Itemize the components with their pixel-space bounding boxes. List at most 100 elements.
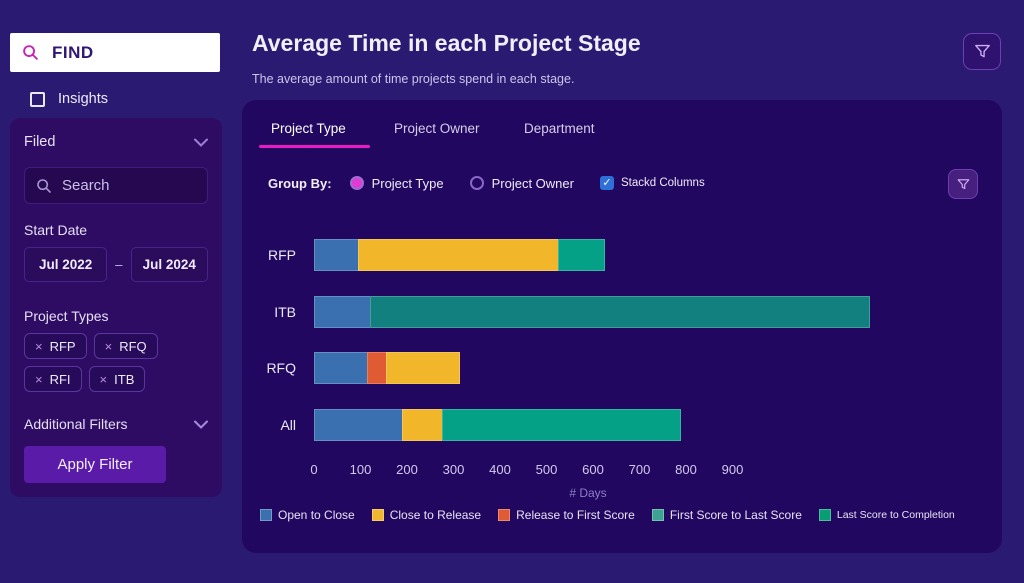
bar-segment[interactable]	[386, 352, 461, 384]
chevron-down-icon[interactable]	[194, 138, 208, 147]
legend-item[interactable]: Close to Release	[371, 508, 482, 522]
date-range-row: Jul 2022 – Jul 2024	[24, 247, 208, 282]
x-axis-title: # Days	[569, 486, 607, 500]
x-axis-tick: 700	[628, 462, 651, 477]
legend-label: Close to Release	[389, 508, 482, 522]
stacked-bar	[314, 239, 605, 271]
legend-swatch	[498, 509, 511, 521]
x-axis-tick: 800	[675, 462, 697, 477]
x-axis-tick: 600	[582, 462, 604, 477]
bar-segment[interactable]	[358, 239, 559, 271]
radio-project-type-label[interactable]: Project Type	[371, 175, 444, 191]
insights-checkbox[interactable]	[30, 91, 45, 107]
tag-rfp[interactable]: × RFP	[24, 333, 87, 359]
tab-department[interactable]: Department	[524, 121, 595, 136]
additional-filters-label: Additional Filters	[24, 416, 128, 432]
bar-segment[interactable]	[314, 239, 359, 271]
tag-label: RFQ	[119, 338, 147, 354]
legend-swatch	[651, 509, 664, 521]
additional-filters-header[interactable]: Additional Filters	[24, 416, 208, 432]
page-filter-button[interactable]	[963, 33, 1001, 70]
bar-segment[interactable]	[314, 352, 368, 384]
chart-row-itb: ITB	[242, 296, 1002, 328]
chart-filter-button[interactable]	[948, 169, 978, 199]
remove-icon[interactable]: ×	[35, 371, 43, 387]
bar-segment[interactable]	[369, 296, 870, 328]
remove-icon[interactable]: ×	[35, 338, 43, 354]
funnel-icon	[957, 178, 969, 189]
remove-icon[interactable]: ×	[104, 338, 113, 354]
insights-item[interactable]: Insights	[10, 87, 220, 111]
bar-segment[interactable]	[367, 352, 387, 384]
start-date-label: Start Date	[24, 222, 88, 238]
date-from-input[interactable]: Jul 2022	[24, 247, 108, 282]
stacked-bar	[314, 296, 870, 328]
search-icon	[23, 45, 38, 60]
x-axis-tick: 0	[310, 462, 318, 477]
x-axis-tick: 400	[489, 462, 511, 477]
chart-card: Project Type Project Owner Department Gr…	[242, 100, 1002, 553]
chart-row-rfq: RFQ	[242, 352, 1002, 384]
tag-label: RFI	[49, 371, 71, 387]
chevron-down-icon[interactable]	[194, 420, 208, 429]
groupby-label: Group By:	[268, 175, 332, 191]
chart-legend: Open to Close Close to Release Release to …	[260, 508, 990, 522]
legend-swatch	[818, 509, 831, 521]
remove-icon[interactable]: ×	[99, 371, 108, 387]
filter-panel-header[interactable]: Filed	[24, 134, 208, 150]
category-label: All	[280, 417, 296, 433]
tag-rfq[interactable]: × RFQ	[93, 333, 158, 359]
legend-label: First Score to Last Score	[669, 508, 802, 522]
radio-project-owner-label[interactable]: Project Owner	[491, 175, 574, 191]
stacked-columns-checkbox[interactable]: ✓	[599, 176, 614, 190]
x-axis-tick: 100	[349, 462, 372, 477]
bar-segment[interactable]	[441, 409, 682, 441]
legend-item[interactable]: Release to First Score	[498, 508, 635, 522]
legend-swatch	[371, 509, 384, 521]
bar-segment[interactable]	[402, 409, 442, 441]
chart-row-all: All	[242, 409, 1002, 441]
project-type-tags: × RFP × RFQ × RFI × ITB	[24, 333, 208, 392]
date-to-input[interactable]: Jul 2024	[130, 247, 208, 282]
x-axis-tick: 200	[396, 462, 418, 477]
tab-project-owner[interactable]: Project Owner	[394, 121, 480, 136]
tag-label: ITB	[114, 371, 135, 387]
page-title: Average Time in each Project Stage	[252, 30, 641, 56]
project-types-label: Project Types	[24, 308, 109, 324]
page-subtitle: The average amount of time projects spen…	[252, 72, 575, 86]
filter-panel-title: Filed	[24, 134, 56, 150]
apply-filter-button[interactable]: Apply Filter	[24, 446, 166, 483]
x-axis-tick: 500	[535, 462, 558, 477]
active-tab-indicator	[259, 145, 370, 148]
category-label: RFQ	[266, 360, 296, 376]
bar-segment[interactable]	[314, 409, 403, 441]
category-label: ITB	[274, 304, 296, 320]
groupby-row: Group By: Project Type Project Owner ✓ S…	[268, 170, 705, 196]
radio-project-type[interactable]	[349, 176, 364, 190]
tag-label: RFP	[49, 338, 76, 354]
chart-row-rfp: RFP	[242, 239, 1002, 271]
filter-panel: Filed Search Start Date Jul 2022 – Jul 2…	[10, 118, 222, 497]
filter-search-input[interactable]: Search	[24, 167, 208, 204]
tag-itb[interactable]: × ITB	[88, 366, 146, 392]
bar-segment[interactable]	[558, 239, 605, 271]
date-range-separator: –	[115, 257, 123, 272]
radio-project-owner[interactable]	[469, 176, 484, 190]
x-axis-tick: 300	[442, 462, 465, 477]
insights-label: Insights	[58, 91, 108, 107]
search-icon	[37, 178, 51, 193]
legend-swatch	[260, 509, 272, 521]
legend-item[interactable]: Open to Close	[260, 508, 355, 522]
bar-segment[interactable]	[314, 296, 370, 328]
stacked-bar	[314, 352, 461, 384]
stacked-columns-label[interactable]: Stackd Columns	[620, 177, 705, 189]
funnel-icon	[974, 44, 990, 58]
legend-label: Last Score to Completion	[836, 509, 955, 521]
legend-item[interactable]: First Score to Last Score	[651, 508, 802, 522]
tag-rfi[interactable]: × RFI	[24, 366, 82, 392]
legend-item[interactable]: Last Score to Completion	[818, 509, 955, 521]
legend-label: Release to First Score	[516, 508, 635, 522]
tab-project-type[interactable]: Project Type	[271, 121, 346, 136]
find-search-box[interactable]: FIND	[10, 33, 220, 72]
